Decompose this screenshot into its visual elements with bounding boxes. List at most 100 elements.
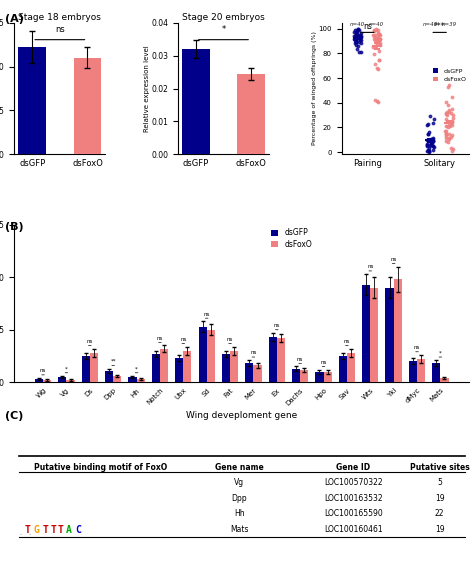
Bar (90, 353, 98, 382)
Bar (43, 380, 51, 382)
Bar (254, 365, 262, 382)
Text: (C): (C) (5, 411, 23, 421)
Y-axis label: Percentage of winged offsprings (%): Percentage of winged offsprings (%) (312, 32, 317, 145)
Bar (58, 377, 66, 382)
Text: 5: 5 (437, 479, 442, 488)
Text: ns: ns (40, 368, 46, 373)
Text: ns: ns (180, 337, 186, 342)
Text: ***: *** (434, 22, 446, 31)
Bar (315, 372, 324, 382)
Text: ns: ns (87, 339, 93, 344)
Text: Putative binding motif of FoxO: Putative binding motif of FoxO (34, 463, 167, 472)
Text: A: A (66, 525, 72, 535)
Text: Putative sites: Putative sites (410, 463, 470, 472)
Text: Hh: Hh (234, 510, 245, 519)
Text: 22: 22 (435, 510, 445, 519)
Text: ns: ns (367, 265, 374, 269)
Text: ns: ns (227, 337, 233, 342)
Text: LOC100160461: LOC100160461 (324, 525, 383, 534)
Bar (440, 378, 448, 382)
Text: n=40: n=40 (350, 21, 365, 26)
Bar (237, 74, 265, 154)
Text: ns: ns (203, 311, 210, 316)
Bar (230, 351, 238, 382)
Bar (105, 370, 113, 382)
Bar (73, 58, 101, 154)
Bar (152, 354, 160, 382)
Text: T: T (42, 525, 48, 535)
Text: (B): (B) (5, 222, 23, 233)
Bar (66, 380, 74, 382)
Bar (82, 356, 90, 382)
Text: Vg: Vg (235, 479, 245, 488)
Bar (207, 330, 215, 382)
Bar (409, 361, 417, 382)
Bar (432, 363, 440, 382)
Text: T: T (58, 525, 64, 535)
Bar (160, 348, 168, 382)
Text: C: C (75, 525, 81, 535)
Text: (A): (A) (5, 14, 24, 24)
Text: ns: ns (391, 257, 397, 262)
Bar (183, 351, 191, 382)
Bar (347, 353, 355, 382)
Text: Gene ID: Gene ID (336, 463, 370, 472)
Legend: dsGFP, dsFoxO: dsGFP, dsFoxO (431, 66, 469, 85)
Bar (277, 338, 285, 382)
Bar (417, 359, 425, 382)
Bar (35, 379, 43, 382)
Bar (222, 354, 230, 382)
Text: G: G (34, 525, 39, 535)
Text: *: * (221, 25, 226, 34)
Text: LOC100165590: LOC100165590 (324, 510, 383, 519)
Y-axis label: Relative expression level: Relative expression level (144, 45, 150, 132)
Text: ·: · (28, 531, 30, 538)
Text: T: T (24, 525, 30, 535)
Title: Stage 18 embryos: Stage 18 embryos (18, 13, 101, 22)
Bar (128, 377, 137, 382)
Text: T: T (51, 525, 57, 535)
Text: ns: ns (414, 345, 420, 350)
Bar (339, 356, 347, 382)
Text: Dpp: Dpp (232, 494, 247, 503)
Text: **: ** (110, 359, 116, 364)
Text: LOC100163532: LOC100163532 (324, 494, 383, 503)
Bar (292, 369, 300, 382)
Bar (324, 372, 332, 382)
Bar (175, 358, 183, 382)
Text: n=39: n=39 (442, 21, 456, 26)
Bar (182, 49, 210, 154)
Text: ns: ns (344, 339, 350, 344)
Text: *: * (439, 350, 442, 355)
Text: ns: ns (297, 357, 303, 362)
Bar (199, 327, 207, 382)
Text: ns: ns (273, 323, 280, 328)
Text: Gene name: Gene name (215, 463, 264, 472)
Text: *: * (135, 366, 138, 371)
Legend: dsGFP, dsFoxO: dsGFP, dsFoxO (268, 225, 315, 252)
X-axis label: Wing deveploment gene: Wing deveploment gene (186, 410, 297, 419)
Text: ns: ns (55, 25, 65, 34)
Text: ns: ns (157, 336, 163, 341)
Text: LOC100570322: LOC100570322 (324, 479, 383, 488)
Bar (18, 47, 46, 154)
Text: n=40: n=40 (423, 21, 438, 26)
Bar (113, 376, 121, 382)
Bar (269, 337, 277, 382)
Title: Stage 20 embryos: Stage 20 embryos (182, 13, 265, 22)
Text: 19: 19 (435, 525, 445, 534)
Text: n=40: n=40 (369, 21, 384, 26)
Text: ·: · (19, 531, 22, 538)
Bar (137, 379, 145, 382)
Text: Mats: Mats (230, 525, 249, 534)
Bar (370, 288, 378, 382)
Text: *: * (65, 366, 68, 371)
Bar (245, 363, 254, 382)
Text: ns: ns (250, 350, 256, 355)
Text: 19: 19 (435, 494, 445, 503)
Bar (385, 288, 393, 382)
Bar (362, 284, 370, 382)
Bar (393, 279, 402, 382)
Bar (300, 370, 309, 382)
Text: ns: ns (320, 360, 327, 365)
